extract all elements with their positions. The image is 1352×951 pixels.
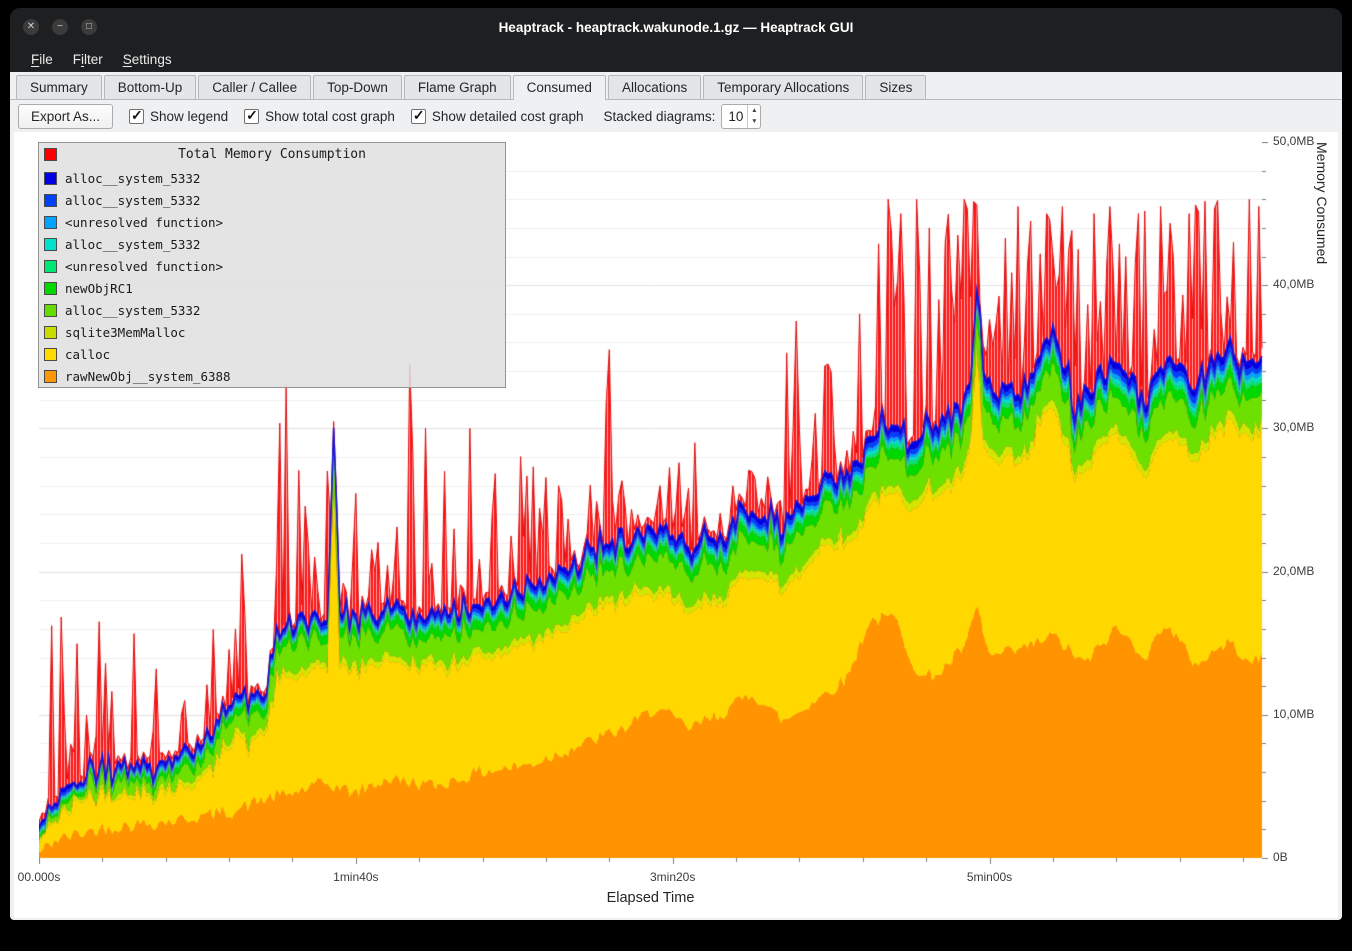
y-axis-title: Memory Consumed [1314, 142, 1330, 265]
legend-swatch [44, 281, 57, 295]
legend-swatch [44, 369, 57, 383]
legend-swatch [44, 193, 57, 207]
legend-item[interactable]: alloc__system_5332 [39, 299, 505, 321]
legend-item[interactable]: alloc__system_5332 [39, 233, 505, 255]
menu-settings[interactable]: Settings [122, 51, 172, 67]
legend-item[interactable]: sqlite3MemMalloc [39, 321, 505, 343]
tab-caller-callee[interactable]: Caller / Callee [198, 75, 312, 99]
tab-allocations[interactable]: Allocations [607, 75, 702, 99]
legend-title: Total Memory Consumption [39, 143, 505, 167]
show-detailed-cost-graph-checkbox[interactable]: Show detailed cost graph [410, 107, 584, 124]
legend-swatch [44, 325, 57, 339]
stacked-diagrams-value: 10 [728, 108, 744, 124]
legend-item[interactable]: rawNewObj__system_6388 [39, 365, 505, 387]
app-window: ✕ − □ Heaptrack - heaptrack.wakunode.1.g… [10, 8, 1342, 920]
tab-temporary-allocations[interactable]: Temporary Allocations [703, 75, 864, 99]
x-tick-label: 3min20s [649, 870, 696, 884]
legend-label: newObjRC1 [65, 280, 133, 296]
checkbox-check-icon [129, 107, 145, 124]
legend-label: alloc__system_5332 [65, 192, 201, 208]
legend-item[interactable]: alloc__system_5332 [39, 189, 505, 211]
tab-top-down[interactable]: Top-Down [313, 75, 402, 99]
legend-label: alloc__system_5332 [65, 170, 201, 186]
legend-swatch [44, 303, 57, 317]
legend-label: rawNewObj__system_6388 [65, 368, 231, 384]
window-title: Heaptrack - heaptrack.wakunode.1.gz — He… [498, 19, 854, 35]
checkbox-label: Show detailed cost graph [431, 108, 584, 124]
titlebar[interactable]: ✕ − □ Heaptrack - heaptrack.wakunode.1.g… [10, 8, 1342, 46]
x-tick-label: 00.000s [17, 870, 61, 884]
show-legend-checkbox[interactable]: Show legend [129, 107, 229, 124]
legend-swatch [44, 237, 57, 251]
spin-up-button[interactable]: ▲ [751, 106, 758, 114]
show-total-cost-graph-checkbox[interactable]: Show total cost graph [244, 107, 395, 124]
checkbox-check-icon [244, 107, 260, 124]
maximize-icon: □ [85, 21, 93, 32]
y-tick-label: 30,0MB [1273, 420, 1315, 435]
menu-file[interactable]: File [31, 51, 53, 67]
menu-filter[interactable]: Filter [72, 51, 103, 67]
y-tick-label: 50,0MB [1273, 134, 1315, 148]
minimize-button[interactable]: − [52, 19, 68, 35]
chart-legend: Total Memory Consumption alloc__system_53… [38, 142, 506, 388]
legend-item[interactable]: <unresolved function> [39, 255, 505, 277]
checkbox-label: Show total cost graph [265, 108, 395, 124]
stacked-diagrams-spinbox[interactable]: 10 ▲ ▼ [721, 103, 762, 129]
checkbox-label: Show legend [150, 108, 229, 124]
legend-label: Total Memory Consumption [178, 147, 366, 162]
legend-label: calloc [65, 346, 111, 362]
legend-label: <unresolved function> [65, 214, 224, 230]
legend-swatch [44, 347, 57, 361]
legend-label: alloc__system_5332 [65, 236, 201, 252]
tab-bottom-up[interactable]: Bottom-Up [103, 75, 197, 99]
legend-item[interactable]: calloc [39, 343, 505, 365]
y-tick-label: 0B [1273, 850, 1288, 864]
legend-swatch [44, 259, 57, 273]
legend-item[interactable]: newObjRC1 [39, 277, 505, 299]
legend-swatch [44, 171, 57, 185]
tab-flame-graph[interactable]: Flame Graph [403, 75, 511, 99]
stacked-diagrams-label: Stacked diagrams: [603, 108, 716, 124]
checkbox-check-icon [410, 107, 426, 124]
legend-label: <unresolved function> [65, 258, 224, 274]
export-as-button[interactable]: Export As... [18, 103, 114, 129]
y-tick-label: 40,0MB [1273, 277, 1315, 292]
close-button[interactable]: ✕ [23, 19, 39, 35]
legend-item[interactable]: <unresolved function> [39, 211, 505, 233]
legend-swatch [44, 148, 57, 161]
spin-down-button[interactable]: ▼ [751, 118, 758, 126]
y-tick-label: 20,0MB [1273, 563, 1315, 578]
minimize-icon: − [57, 21, 63, 32]
close-icon: ✕ [26, 21, 36, 32]
legend-swatch [44, 215, 57, 229]
x-tick-label: 5min00s [966, 870, 1013, 884]
legend-label: sqlite3MemMalloc [65, 324, 186, 340]
window-controls: ✕ − □ [23, 19, 97, 35]
maximize-button[interactable]: □ [81, 19, 97, 35]
y-tick-label: 10,0MB [1273, 706, 1315, 721]
tab-sizes[interactable]: Sizes [865, 75, 927, 99]
tab-bar: Summary Bottom-Up Caller / Callee Top-Down F… [10, 72, 1342, 100]
legend-label: alloc__system_5332 [65, 302, 201, 318]
x-axis-title: Elapsed Time [606, 890, 695, 906]
x-tick-label: 1min40s [333, 870, 379, 884]
legend-item[interactable]: alloc__system_5332 [39, 167, 505, 189]
toolbar: Export As... Show legend Show total cost… [10, 100, 1342, 132]
tab-consumed[interactable]: Consumed [512, 75, 606, 100]
tab-summary[interactable]: Summary [16, 75, 102, 99]
main-content: Summary Bottom-Up Caller / Callee Top-Down F… [10, 72, 1342, 920]
menubar: File Filter Settings [10, 46, 1342, 72]
memory-consumption-chart: Total Memory Consumption alloc__system_53… [14, 132, 1338, 918]
